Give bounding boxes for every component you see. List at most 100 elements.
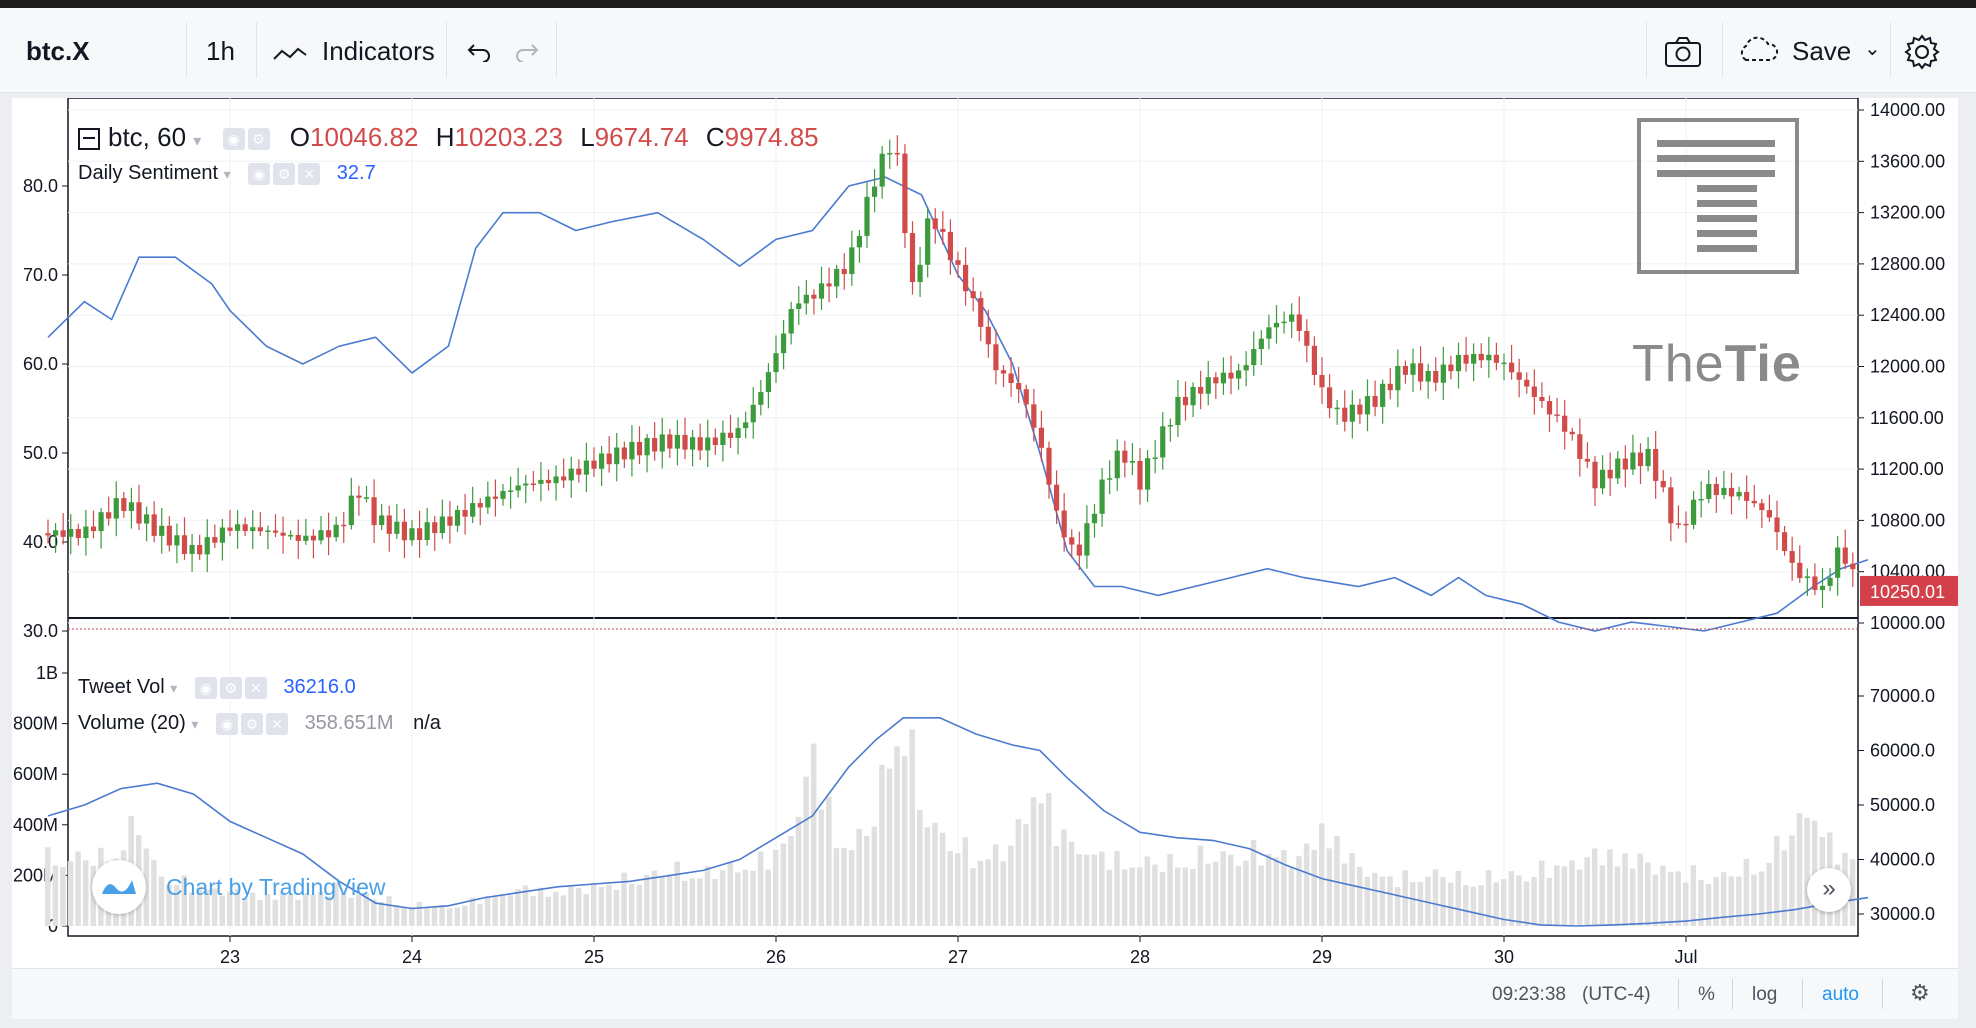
candle-body: [409, 528, 415, 541]
candle-body: [1395, 365, 1401, 391]
settings-gear-icon[interactable]: [1904, 34, 1940, 70]
sentiment-axis-label: 60.0: [23, 354, 58, 374]
candle-body: [83, 526, 89, 539]
undo-icon[interactable]: [466, 42, 492, 62]
candle-body: [993, 344, 999, 371]
candle-body: [416, 528, 423, 540]
close-value: 9974.85: [724, 122, 819, 152]
symbol-search[interactable]: btc.X: [26, 36, 90, 66]
candle-body: [1539, 396, 1545, 402]
close-icon[interactable]: ✕: [266, 712, 288, 735]
eye-icon[interactable]: ◉: [216, 712, 238, 735]
volume-bar: [52, 865, 59, 926]
volume-bar: [901, 755, 908, 926]
interval-button[interactable]: 1h: [206, 36, 235, 66]
candle-body: [1463, 354, 1469, 364]
candle-body: [887, 152, 893, 155]
candle-body: [1804, 576, 1810, 579]
candle-body: [606, 453, 612, 465]
candle-body: [227, 527, 233, 531]
candle-body: [1402, 365, 1409, 375]
candle-body: [454, 509, 461, 526]
price-axis-label: 12400.00: [1870, 305, 1945, 325]
volume-bar: [1804, 817, 1810, 926]
volume-value: 358.651M: [304, 712, 394, 734]
scroll-to-realtime-button[interactable]: »: [1807, 868, 1851, 912]
indicators-button[interactable]: Indicators: [270, 22, 440, 78]
sentiment-name[interactable]: Daily Sentiment: [78, 162, 219, 184]
percent-scale-toggle[interactable]: %: [1698, 984, 1715, 1005]
gear-icon[interactable]: ⚙: [273, 162, 296, 185]
eye-icon[interactable]: ◉: [194, 676, 217, 699]
volume-bar: [204, 889, 210, 926]
candle-body: [849, 247, 855, 275]
candle-body: [1289, 314, 1295, 322]
volume-bar: [841, 847, 847, 926]
sentiment-axis-label: 50.0: [23, 443, 58, 463]
auto-scale-toggle[interactable]: auto: [1822, 984, 1859, 1005]
volume-bar: [826, 796, 832, 926]
candle-body: [659, 434, 665, 452]
volume-bar: [689, 878, 696, 926]
volume-name[interactable]: Volume (20): [78, 712, 186, 734]
gear-icon[interactable]: ⚙: [247, 128, 270, 151]
candle-body: [113, 498, 119, 519]
candle-body: [1304, 330, 1310, 346]
volume-bar: [1326, 848, 1333, 926]
candle-body: [1031, 404, 1037, 428]
volume-bar: [211, 888, 218, 926]
footer-settings-gear-icon[interactable]: ⚙: [1910, 980, 1930, 1005]
time-axis-label: 30: [1494, 947, 1514, 967]
candle-body: [288, 534, 294, 537]
candle-body: [1342, 407, 1348, 422]
chevron-down-icon[interactable]: ▾: [193, 133, 202, 150]
candle-body: [1766, 510, 1773, 518]
eye-icon[interactable]: ◉: [222, 128, 245, 151]
volume-bar: [644, 874, 650, 926]
volume-bar: [985, 859, 991, 926]
volume-bar: [568, 885, 574, 926]
sentiment-axis-label: 80.0: [23, 176, 58, 196]
volume-bar: [1205, 863, 1211, 926]
collapse-legend-icon[interactable]: [78, 128, 100, 151]
volume-axis-label: 200M: [13, 865, 58, 885]
gear-icon[interactable]: ⚙: [219, 676, 242, 699]
chart-area[interactable]: 14000.00 13600.00 13200.00 12800.00 12400.00…: [12, 98, 1958, 968]
chevron-down-icon[interactable]: ⌄: [1864, 38, 1881, 60]
volume-bar: [583, 894, 589, 926]
timezone-label[interactable]: (UTC-4): [1582, 984, 1651, 1005]
volume-bar: [173, 884, 180, 926]
candle-body: [136, 502, 142, 524]
candle-body: [1630, 452, 1636, 470]
camera-icon[interactable]: [1664, 36, 1702, 68]
volume-bar: [719, 870, 726, 926]
volume-bar: [1053, 846, 1060, 926]
volume-bar: [1068, 841, 1075, 926]
candle-body: [1046, 447, 1052, 485]
volume-bar: [1758, 871, 1765, 926]
chevron-down-icon[interactable]: ▾: [223, 166, 231, 182]
candle-body: [811, 294, 817, 299]
candle-body: [280, 532, 286, 536]
candle-body: [1251, 349, 1257, 366]
gear-icon[interactable]: ⚙: [241, 712, 263, 735]
chevron-down-icon[interactable]: ▾: [191, 716, 199, 732]
eye-icon[interactable]: ◉: [248, 162, 271, 185]
save-button[interactable]: Save ⌄: [1736, 22, 1886, 78]
tweet-vol-name[interactable]: Tweet Vol: [78, 676, 165, 698]
log-scale-toggle[interactable]: log: [1752, 984, 1778, 1005]
candle-body: [1364, 396, 1371, 415]
candle-body: [128, 502, 135, 511]
chevron-down-icon[interactable]: ▾: [170, 680, 178, 696]
volume-bar: [636, 884, 642, 926]
volume-bar: [439, 905, 445, 926]
candle-body: [45, 533, 51, 536]
candle-body: [1850, 563, 1856, 570]
main-symbol-label[interactable]: btc, 60: [108, 122, 187, 152]
redo-icon[interactable]: [514, 42, 540, 62]
close-icon[interactable]: ✕: [244, 676, 267, 699]
close-icon[interactable]: ✕: [298, 162, 321, 185]
candle-body: [864, 196, 870, 236]
volume-bar: [166, 885, 172, 926]
volume-bar: [1463, 885, 1469, 926]
